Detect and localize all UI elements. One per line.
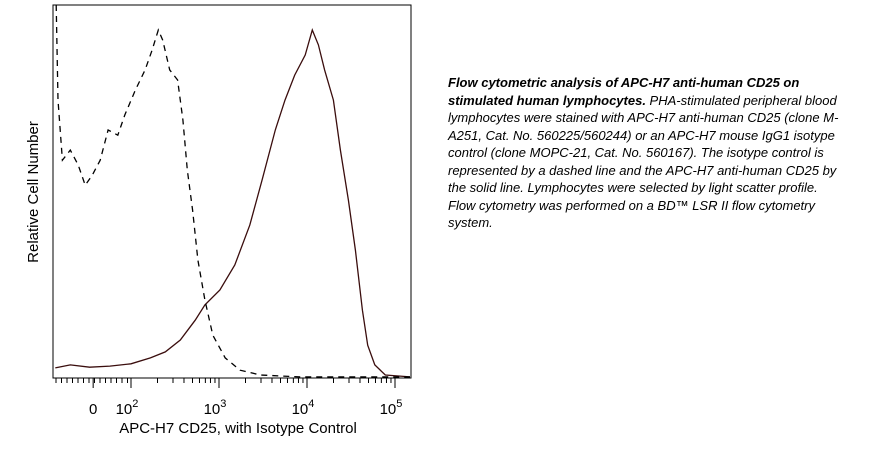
histogram-chart: 0 102 103 104 105 APC-H7 CD25, with Isotype … <box>25 4 412 437</box>
isotype-control-line <box>55 4 410 378</box>
x-tick-exponent: 3 <box>220 398 226 410</box>
x-tick-label: 102 <box>116 398 139 418</box>
x-tick-label: 104 <box>292 398 315 418</box>
x-tick-exponent: 4 <box>308 398 314 410</box>
y-axis-label: Relative Cell Number <box>25 121 42 263</box>
x-tick-label: 0 <box>89 401 97 418</box>
caption-title: Flow cytometric analysis of APC-H7 anti-… <box>448 75 800 108</box>
figure-caption: Flow cytometric analysis of APC-H7 anti-… <box>448 74 848 232</box>
cd25-line <box>55 28 411 378</box>
x-tick-label: 103 <box>204 398 227 418</box>
caption-body: PHA-stimulated peripheral blood lymphocy… <box>448 92 839 231</box>
x-tick-exponent: 2 <box>132 398 138 410</box>
x-tick-exponent: 5 <box>396 398 402 410</box>
x-axis-label: APC-H7 CD25, with Isotype Control <box>119 420 357 437</box>
plot-frame <box>52 4 412 379</box>
x-tick-label: 105 <box>380 398 403 418</box>
